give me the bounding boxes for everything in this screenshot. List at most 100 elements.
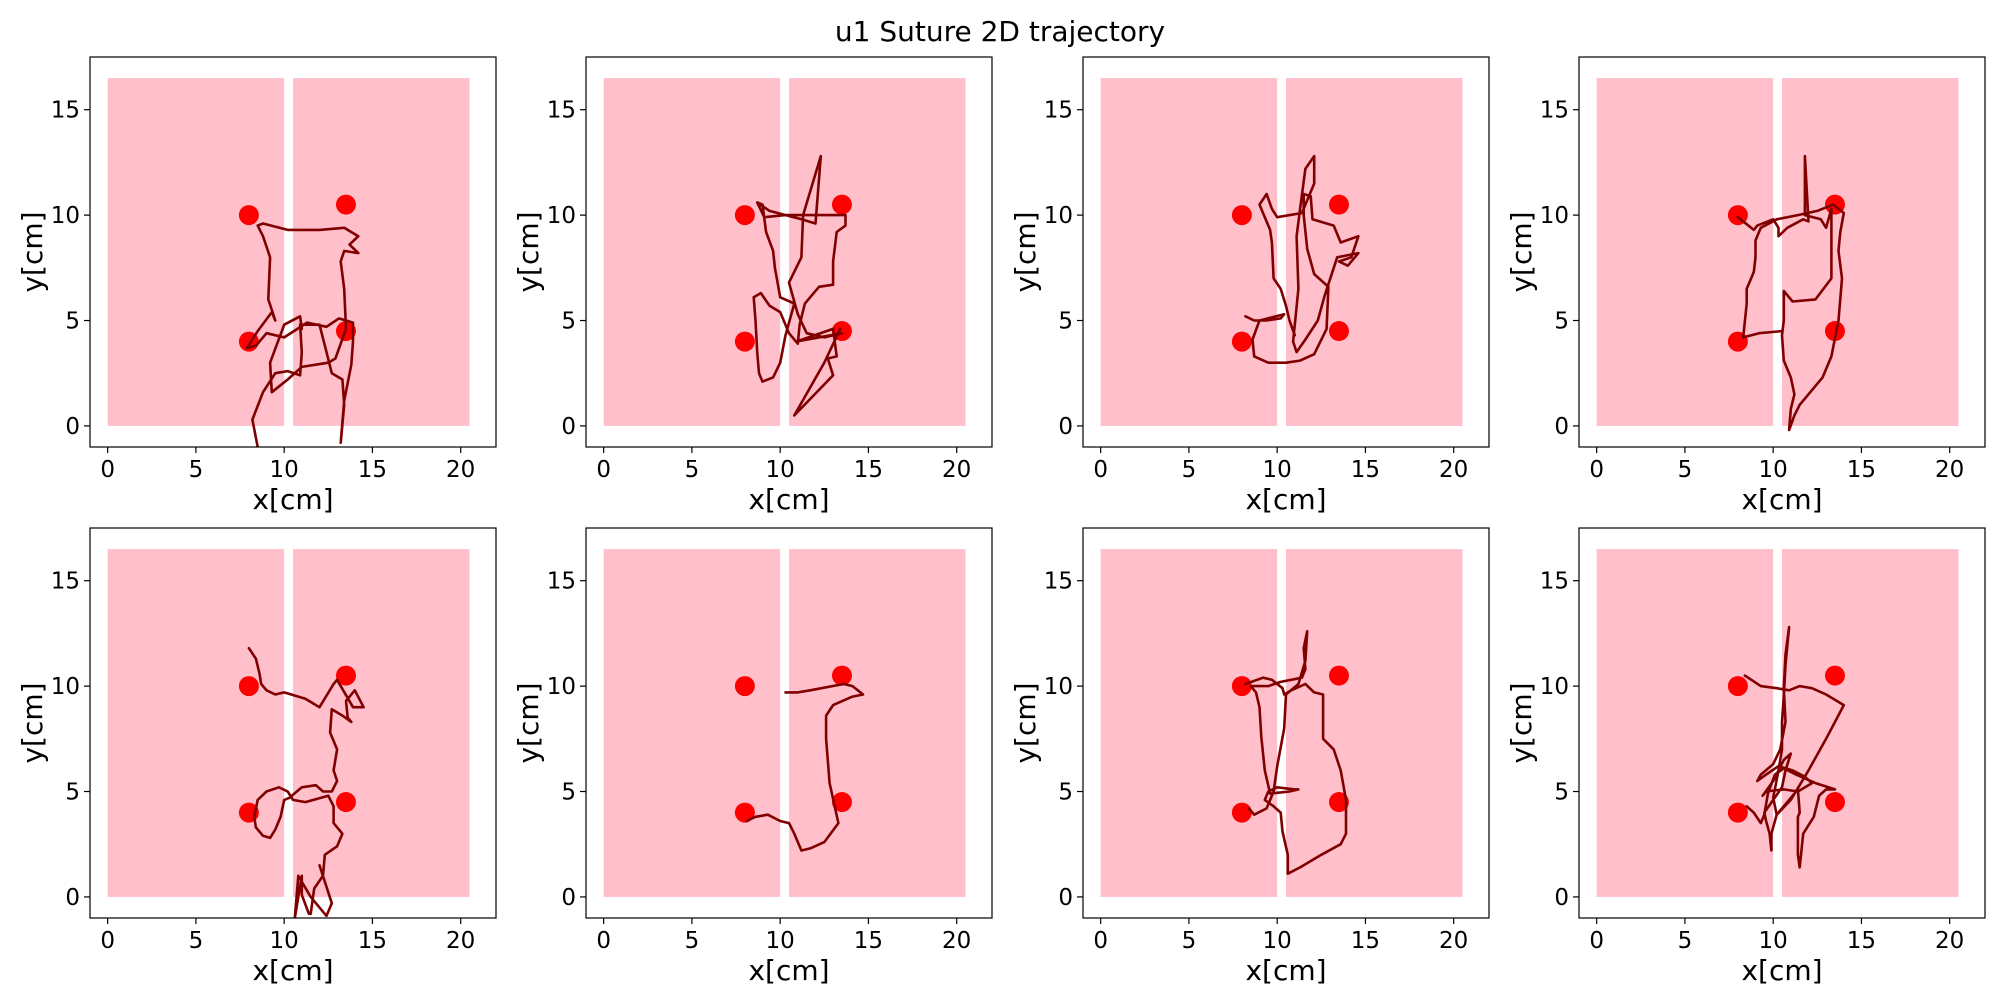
target-point-1 <box>734 205 755 226</box>
trajectory-line <box>745 682 865 852</box>
target-point-2 <box>1824 665 1845 686</box>
y-tick-label: 10 <box>51 674 80 700</box>
y-axis-label: y[cm] <box>16 211 49 292</box>
x-tick-label: 10 <box>766 928 795 954</box>
y-axis-label: y[cm] <box>1505 682 1538 763</box>
trajectory-line <box>1736 154 1846 432</box>
target-point-2 <box>1328 194 1349 215</box>
subplot-4: 0 5 10 15 20 0 5 10 15 x[cm] y[cm] <box>1505 56 1986 516</box>
subplot-1: 0 5 10 15 20 0 5 10 15 x[cm] y[cm] <box>16 56 497 516</box>
y-tick-label: 0 <box>65 885 80 911</box>
x-axis-label: x[cm] <box>1245 954 1326 987</box>
y-axis-label: y[cm] <box>512 682 545 763</box>
x-axis-label: x[cm] <box>748 483 829 516</box>
pad-region-1 <box>1596 549 1774 897</box>
x-tick-label: 5 <box>1182 457 1197 483</box>
x-tick-label: 5 <box>685 457 700 483</box>
axes-frame <box>89 527 497 919</box>
x-axis-label: x[cm] <box>252 483 333 516</box>
y-tick-label: 0 <box>1058 414 1073 440</box>
y-tick-label: 0 <box>561 414 576 440</box>
plot-area <box>1100 78 1463 426</box>
figure-title: u1 Suture 2D trajectory <box>835 15 1165 48</box>
y-tick-label: 10 <box>547 674 576 700</box>
y-tick-label: 15 <box>1044 569 1073 595</box>
y-tick-label: 10 <box>1540 203 1569 229</box>
y-tick-label: 10 <box>51 203 80 229</box>
plot-area <box>1596 549 1959 897</box>
axes-frame <box>1578 527 1986 919</box>
y-tick-label: 5 <box>1058 780 1073 806</box>
y-tick-label: 15 <box>547 98 576 124</box>
y-tick-label: 5 <box>1058 309 1073 335</box>
subplot-7: 0 5 10 15 20 0 5 10 15 x[cm] y[cm] <box>1009 527 1490 987</box>
trajectory-line <box>245 222 360 447</box>
x-tick-label: 0 <box>1589 457 1604 483</box>
x-tick-label: 0 <box>1589 928 1604 954</box>
target-point-4 <box>1328 792 1349 813</box>
x-tick-label: 10 <box>766 457 795 483</box>
pad-region-1 <box>603 549 781 897</box>
target-point-4 <box>831 792 852 813</box>
subplot-6: 0 5 10 15 20 0 5 10 15 x[cm] y[cm] <box>512 527 993 987</box>
plot-area <box>1596 78 1959 432</box>
x-tick-label: 5 <box>1182 928 1197 954</box>
x-tick-label: 20 <box>446 928 475 954</box>
y-tick-label: 0 <box>1058 885 1073 911</box>
x-tick-label: 20 <box>1439 928 1468 954</box>
target-point-3 <box>734 331 755 352</box>
y-tick-label: 0 <box>65 414 80 440</box>
trajectory-line <box>1244 629 1348 876</box>
x-tick-label: 5 <box>189 457 204 483</box>
x-tick-label: 10 <box>1759 457 1788 483</box>
subplot-8: 0 5 10 15 20 0 5 10 15 x[cm] y[cm] <box>1505 527 1986 987</box>
pad-region-1 <box>603 78 781 426</box>
axes-frame <box>1578 56 1986 448</box>
subplot-grid: 0 5 10 15 20 0 5 10 15 x[cm] y[cm] 0 5 10 15 20 0 5 10 15 x[… <box>16 56 1986 987</box>
x-tick-label: 0 <box>596 457 611 483</box>
y-axis-label: y[cm] <box>1505 211 1538 292</box>
y-tick-label: 10 <box>547 203 576 229</box>
pad-region-1 <box>107 549 285 897</box>
y-tick-label: 10 <box>1540 674 1569 700</box>
plot-area <box>107 78 470 447</box>
subplot-3: 0 5 10 15 20 0 5 10 15 x[cm] y[cm] <box>1009 56 1490 516</box>
x-tick-label: 5 <box>1678 928 1693 954</box>
x-tick-label: 0 <box>100 928 115 954</box>
y-tick-label: 5 <box>561 309 576 335</box>
pad-region-2 <box>1286 78 1463 426</box>
pad-region-1 <box>107 78 285 426</box>
x-tick-label: 15 <box>358 928 387 954</box>
axes-frame <box>89 56 497 448</box>
y-tick-label: 10 <box>1044 674 1073 700</box>
target-point-3 <box>734 802 755 823</box>
x-tick-label: 10 <box>1759 928 1788 954</box>
target-point-2 <box>335 194 356 215</box>
y-tick-label: 5 <box>65 309 80 335</box>
x-axis-label: x[cm] <box>1245 483 1326 516</box>
x-tick-label: 15 <box>358 457 387 483</box>
y-tick-label: 5 <box>561 780 576 806</box>
y-axis-label: y[cm] <box>1009 682 1042 763</box>
x-tick-label: 5 <box>1678 457 1693 483</box>
x-tick-label: 20 <box>1935 928 1964 954</box>
y-axis-label: y[cm] <box>512 211 545 292</box>
x-tick-label: 10 <box>1263 457 1292 483</box>
y-tick-label: 5 <box>1554 780 1569 806</box>
target-point-2 <box>831 665 852 686</box>
target-point-1 <box>1231 205 1252 226</box>
trajectory-line <box>247 646 365 918</box>
axes-frame <box>585 56 993 448</box>
pad-region-1 <box>1596 78 1774 426</box>
x-axis-label: x[cm] <box>748 954 829 987</box>
plot-area <box>107 549 470 918</box>
y-axis-label: y[cm] <box>1009 211 1042 292</box>
x-axis-label: x[cm] <box>1741 954 1822 987</box>
x-tick-label: 20 <box>942 928 971 954</box>
plot-area <box>603 549 966 897</box>
x-tick-label: 10 <box>270 928 299 954</box>
pad-region-2 <box>1286 549 1463 897</box>
target-point-3 <box>1231 331 1252 352</box>
x-tick-label: 0 <box>596 928 611 954</box>
